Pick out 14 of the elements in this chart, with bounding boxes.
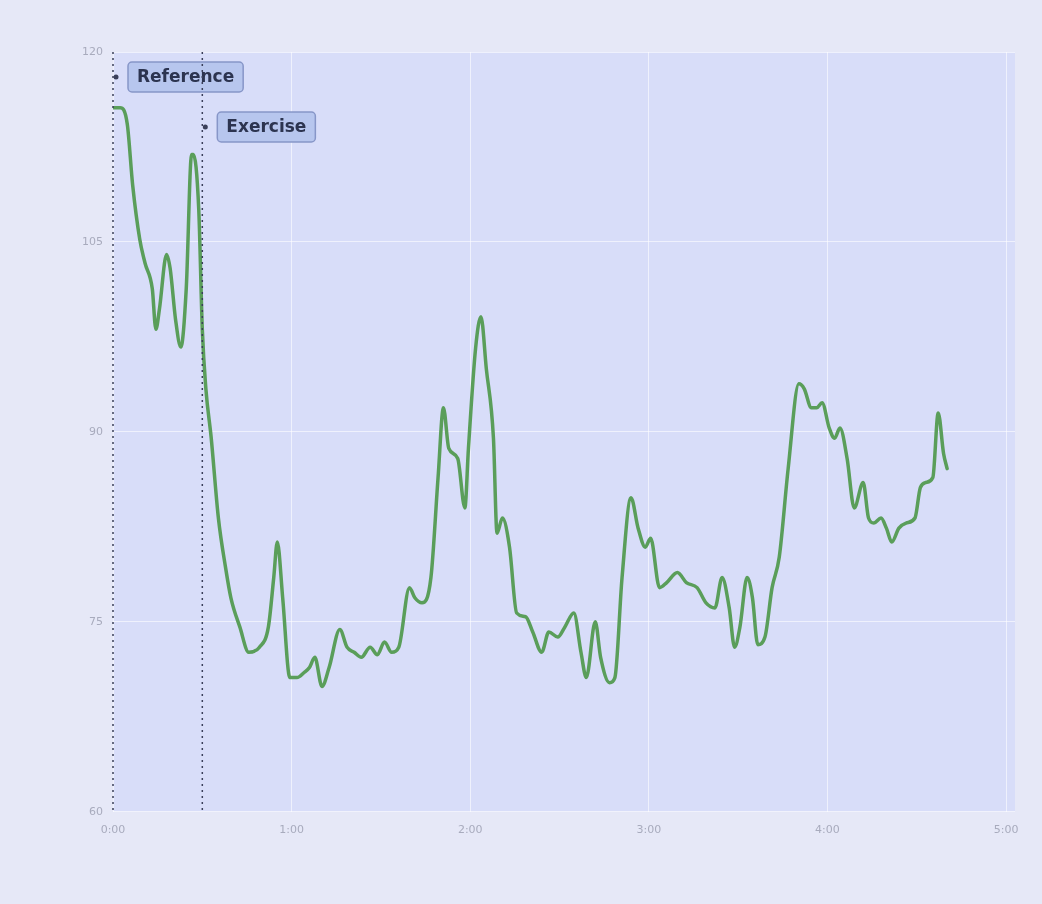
y-tick-label: 75: [89, 614, 103, 628]
ref-line-label: Exercise: [226, 116, 307, 137]
x-tick-label: 0:00: [100, 823, 126, 837]
x-tick-label: 5:00: [993, 823, 1019, 837]
x-tick-label: 3:00: [636, 823, 662, 837]
x-tick-label: 1:00: [279, 823, 304, 837]
y-tick-label: 90: [89, 424, 103, 438]
x-tick-label: 4:00: [815, 823, 840, 837]
ref-line-label: Reference: [137, 66, 235, 87]
y-tick-label: 60: [89, 804, 103, 818]
x-tick-label: 2:00: [457, 823, 483, 837]
y-tick-label: 120: [82, 44, 103, 58]
y-tick-label: 105: [82, 234, 103, 248]
line-series: [113, 105, 949, 689]
